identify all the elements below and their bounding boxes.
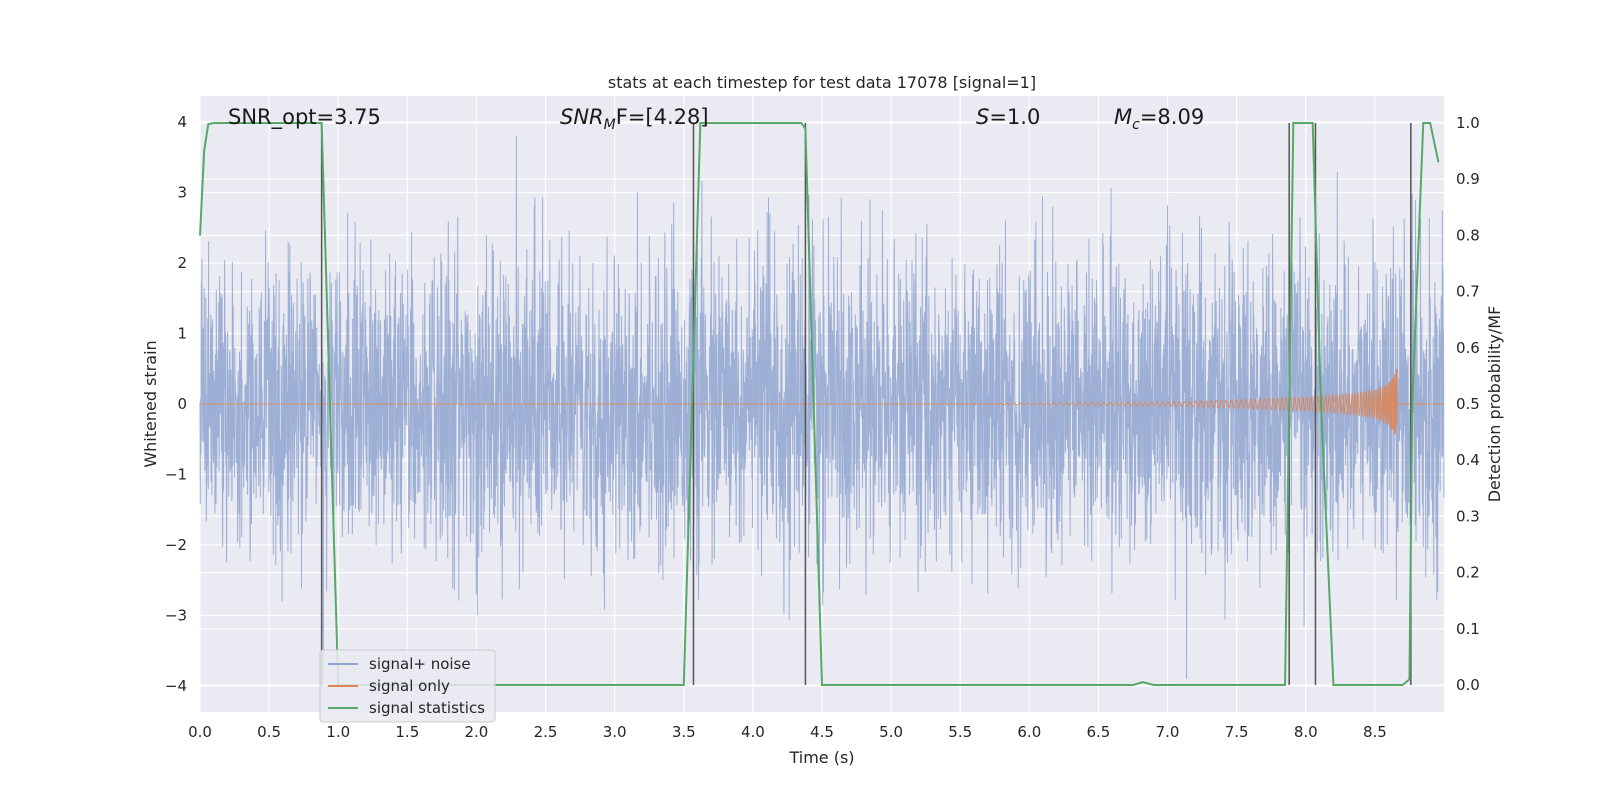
x-ticks: 0.0 0.5 1.0 1.5 2.0 2.5 3.0 3.5 4.0 4.5 5.0 5.5 6.0 6… bbox=[188, 723, 1387, 741]
statistics-series bbox=[199, 122, 1440, 686]
x-tick-label: 7.5 bbox=[1225, 723, 1249, 741]
signal-series bbox=[200, 369, 1444, 435]
x-tick-label: 5.0 bbox=[879, 723, 903, 741]
y-tick-label: 2 bbox=[177, 254, 187, 272]
y2-tick-label: 0.8 bbox=[1456, 226, 1480, 244]
noise-series bbox=[199, 136, 1445, 679]
x-tick-label: 4.5 bbox=[810, 723, 834, 741]
x-tick-label: 2.0 bbox=[465, 723, 489, 741]
y-tick-label: −2 bbox=[165, 536, 187, 554]
y2-tick-label: 0.3 bbox=[1456, 507, 1480, 525]
signal-line bbox=[200, 369, 1444, 435]
y2-axis-label: Detection probability/MF bbox=[1485, 306, 1504, 503]
y-tick-label: −1 bbox=[165, 466, 187, 484]
x-tick-label: 2.5 bbox=[534, 723, 558, 741]
y-tick-label: 4 bbox=[177, 113, 187, 131]
y2-tick-label: 0.5 bbox=[1456, 395, 1480, 413]
y2-tick-label: 0.6 bbox=[1456, 339, 1480, 357]
y-tick-label: 1 bbox=[177, 325, 187, 343]
y-axis-label: Whitened strain bbox=[141, 340, 160, 467]
x-tick-label: 8.0 bbox=[1294, 723, 1318, 741]
legend-box bbox=[319, 649, 496, 723]
annotation-snr-mf: SNRMF=[4.28] bbox=[560, 105, 709, 133]
x-tick-label: 1.5 bbox=[395, 723, 419, 741]
x-tick-label: 0.0 bbox=[188, 723, 212, 741]
legend: signal+ noise signal only signal statistic… bbox=[319, 649, 496, 723]
x-tick-label: 6.0 bbox=[1017, 723, 1041, 741]
annotation-mc: Mc=8.09 bbox=[1114, 105, 1204, 133]
y2-tick-label: 0.7 bbox=[1456, 283, 1480, 301]
x-tick-label: 3.0 bbox=[603, 723, 627, 741]
y2-ticks: 0.0 0.1 0.2 0.3 0.4 0.5 0.6 0.7 0.8 0.9 1.0 bbox=[1456, 114, 1480, 694]
y2-tick-label: 0.4 bbox=[1456, 451, 1480, 469]
x-tick-label: 6.5 bbox=[1087, 723, 1111, 741]
x-tick-label: 0.5 bbox=[257, 723, 281, 741]
y2-tick-label: 1.0 bbox=[1456, 114, 1480, 132]
x-tick-label: 1.0 bbox=[326, 723, 350, 741]
y-ticks: −4 −3 −2 −1 0 1 2 3 4 bbox=[165, 113, 187, 695]
x-tick-label: 5.5 bbox=[948, 723, 972, 741]
y-tick-label: −4 bbox=[165, 677, 187, 695]
annotations: SNR_opt=3.75 SNRMF=[4.28] S=1.0 Mc=8.09 bbox=[228, 105, 1204, 133]
x-tick-label: 4.0 bbox=[741, 723, 765, 741]
chart-title: stats at each timestep for test data 170… bbox=[608, 73, 1036, 92]
y2-tick-label: 0.2 bbox=[1456, 564, 1480, 582]
noise-line bbox=[199, 136, 1445, 679]
y-tick-label: 0 bbox=[177, 395, 187, 413]
legend-label: signal only bbox=[369, 677, 450, 695]
y2-tick-label: 0.9 bbox=[1456, 170, 1480, 188]
legend-label: signal+ noise bbox=[369, 655, 471, 673]
x-tick-label: 7.0 bbox=[1156, 723, 1180, 741]
y2-tick-label: 0.1 bbox=[1456, 620, 1480, 638]
y-tick-label: −3 bbox=[165, 607, 187, 625]
x-tick-label: 8.5 bbox=[1363, 723, 1387, 741]
legend-label: signal statistics bbox=[369, 699, 485, 717]
annotation-snr-opt: SNR_opt=3.75 bbox=[228, 105, 381, 130]
y2-tick-label: 0.0 bbox=[1456, 676, 1480, 694]
x-tick-label: 3.5 bbox=[672, 723, 696, 741]
annotation-s: S=1.0 bbox=[976, 105, 1040, 129]
y-tick-label: 3 bbox=[177, 184, 187, 202]
x-axis-label: Time (s) bbox=[788, 748, 854, 767]
statistics-line bbox=[199, 122, 1440, 686]
